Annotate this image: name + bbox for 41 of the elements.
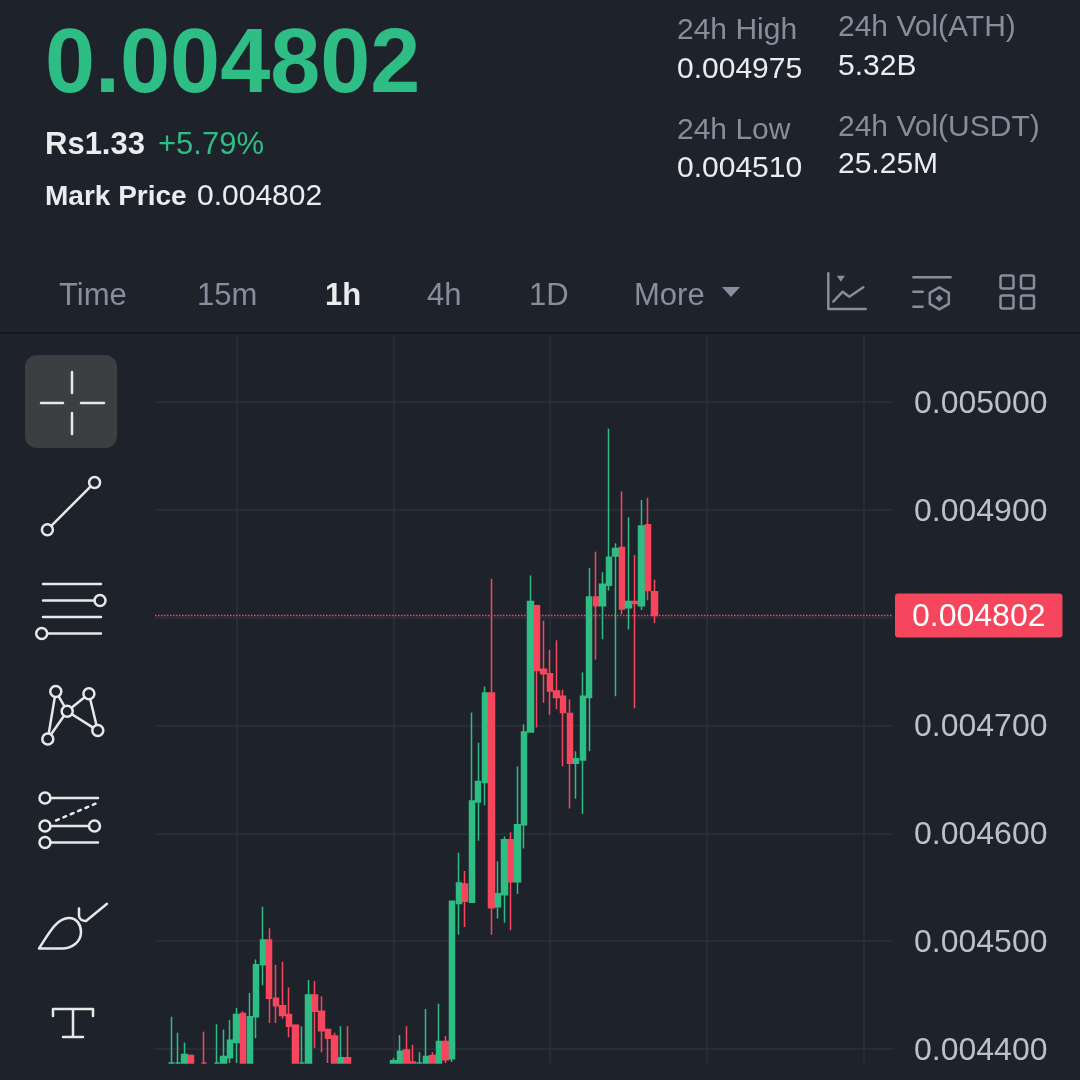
text: 1h bbox=[325, 277, 362, 312]
text: Time bbox=[59, 277, 127, 312]
y-tick-label: 0.004900 bbox=[914, 491, 1048, 528]
ref-line-label: 0.004802 bbox=[912, 597, 1046, 634]
y-tick-label: 0.004500 bbox=[914, 923, 1048, 960]
candlestick bbox=[337, 1025, 345, 1064]
candlestick bbox=[461, 870, 469, 928]
y-tick-label: 0.004400 bbox=[914, 1031, 1048, 1067]
candlestick bbox=[566, 698, 574, 810]
y-tick-label: 0.004600 bbox=[914, 815, 1048, 852]
candlestick bbox=[187, 1053, 195, 1064]
candlestick bbox=[428, 1051, 437, 1064]
text: 24h Low bbox=[677, 112, 791, 145]
text: 0.004510 bbox=[677, 150, 803, 183]
text: 25.25M bbox=[838, 146, 939, 179]
candlestick bbox=[644, 497, 652, 602]
text: +5.79% bbox=[158, 126, 265, 161]
candlestick bbox=[507, 831, 515, 932]
candlestick bbox=[304, 979, 313, 1064]
candlestick bbox=[435, 1002, 443, 1064]
candlestick bbox=[200, 1030, 208, 1064]
text: 15m bbox=[197, 277, 258, 312]
text: 4h bbox=[427, 277, 462, 312]
candlestick bbox=[239, 1010, 247, 1064]
text: 24h Vol(USDT) bbox=[838, 109, 1040, 142]
text: 24h Vol(ATH) bbox=[838, 9, 1016, 42]
candlestick bbox=[637, 499, 646, 611]
text: More bbox=[634, 277, 705, 312]
candlestick bbox=[441, 1035, 450, 1064]
y-tick-label: 0.004700 bbox=[914, 707, 1048, 744]
text: 5.32B bbox=[838, 48, 917, 81]
text: 0.004975 bbox=[677, 51, 803, 84]
y-tick-label: 0.005000 bbox=[914, 383, 1048, 420]
text: Mark Price bbox=[45, 180, 187, 211]
text: 24h High bbox=[677, 12, 798, 45]
chart-title: 0.004802 bbox=[197, 178, 323, 211]
candlestick bbox=[624, 516, 633, 631]
text: 0.004802 bbox=[45, 11, 421, 111]
text: 1D bbox=[529, 277, 569, 312]
text: Rs1.33 bbox=[45, 126, 145, 161]
candlestick bbox=[343, 1025, 352, 1064]
